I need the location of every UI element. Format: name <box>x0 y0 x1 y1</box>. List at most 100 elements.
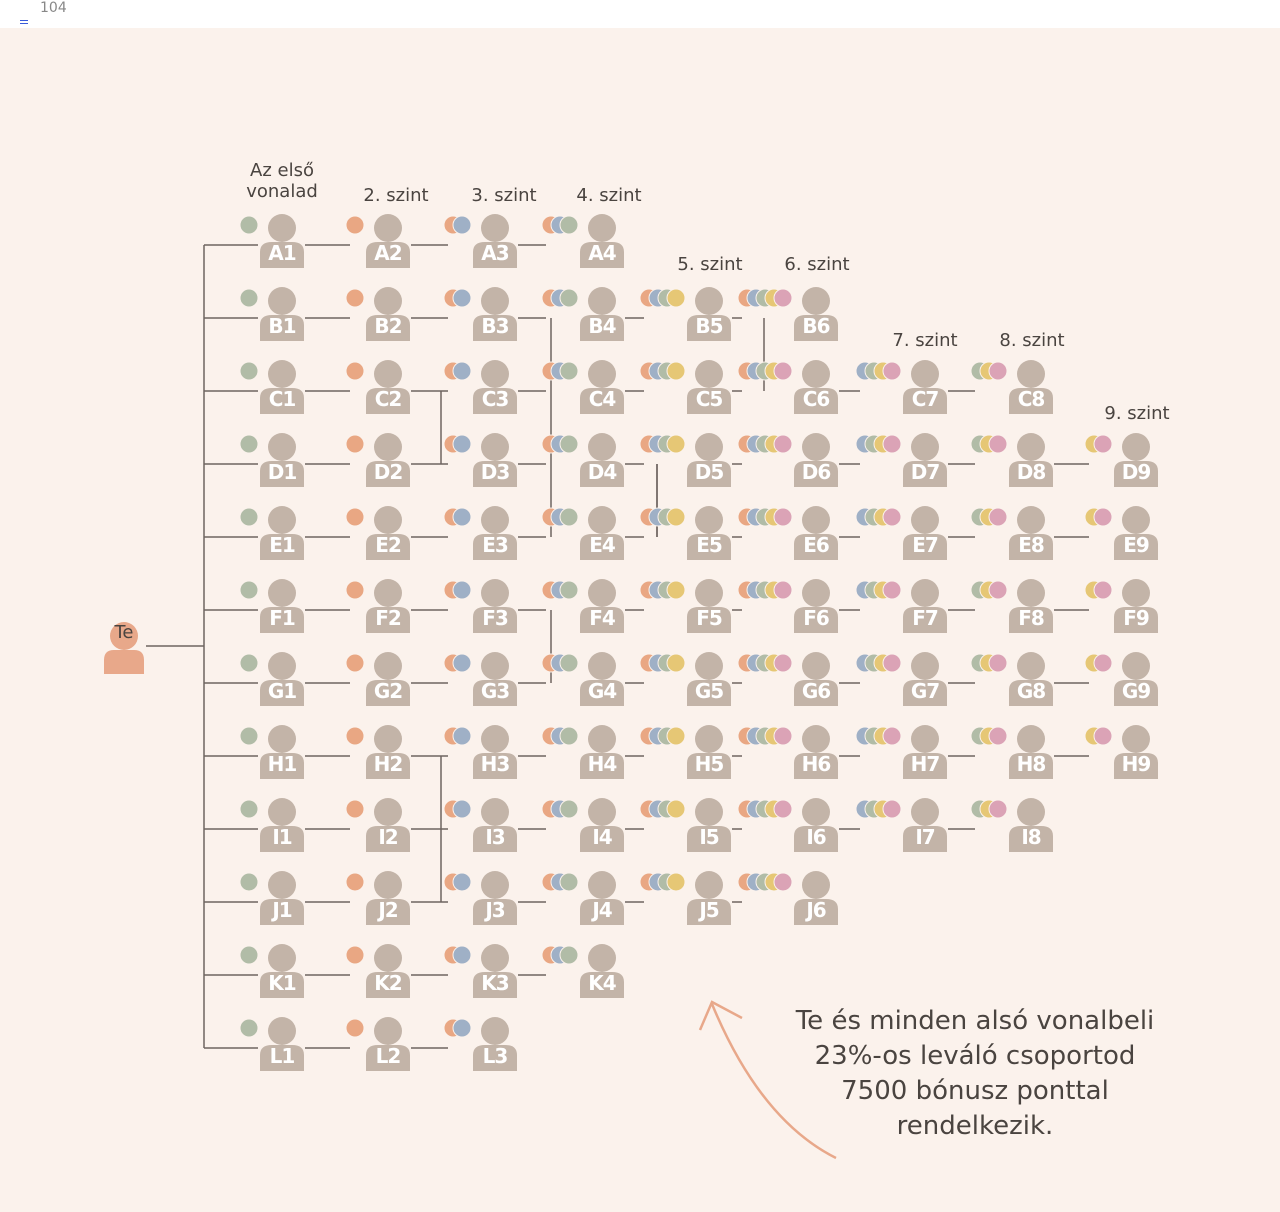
status-dot <box>773 653 793 673</box>
status-dot <box>666 507 686 527</box>
status-dot <box>559 799 579 819</box>
status-dot <box>452 434 472 454</box>
node-label-E6: E6 <box>803 533 830 557</box>
status-dot <box>1093 580 1113 600</box>
node-label-F2: F2 <box>375 606 402 630</box>
person-body <box>1114 680 1158 706</box>
person-head <box>268 652 296 680</box>
node-label-B3: B3 <box>481 314 509 338</box>
person-body <box>580 534 624 560</box>
person-head <box>374 287 402 315</box>
person-head <box>1017 652 1045 680</box>
person-head <box>1017 433 1045 461</box>
person-head <box>695 506 723 534</box>
person-body <box>260 1045 304 1071</box>
person-body <box>580 899 624 925</box>
person-body <box>580 607 624 633</box>
status-dot <box>882 361 902 381</box>
person-body <box>366 753 410 779</box>
node-label-E1: E1 <box>269 533 296 557</box>
node-label-I1: I1 <box>272 825 292 849</box>
person-body <box>903 753 947 779</box>
status-dot <box>988 434 1008 454</box>
status-dot <box>345 215 365 235</box>
status-dot <box>559 507 579 527</box>
node-label-F9: F9 <box>1123 606 1150 630</box>
level-header-text: 4. szint <box>576 185 642 206</box>
person-head <box>802 287 830 315</box>
level-header-text: 2. szint <box>363 185 429 206</box>
level-header-text: 8. szint <box>999 330 1065 351</box>
node-label-C1: C1 <box>268 387 297 411</box>
node-label-H4: H4 <box>587 752 618 776</box>
status-dot <box>345 507 365 527</box>
node-label-G6: G6 <box>801 679 831 703</box>
level-header-8: 8. szint <box>962 330 1102 351</box>
person-body <box>580 315 624 341</box>
person-head <box>374 798 402 826</box>
level-header-text-2: vonalad <box>246 181 318 202</box>
status-dot <box>773 507 793 527</box>
top-bar: 104 <box>0 0 1280 28</box>
level-header-text: Az első <box>250 160 314 181</box>
person-body <box>366 461 410 487</box>
person-body <box>260 242 304 268</box>
node-label-D2: D2 <box>373 460 404 484</box>
status-dot <box>1093 653 1113 673</box>
status-dot <box>239 215 259 235</box>
person-head <box>1122 725 1150 753</box>
person-body <box>1009 680 1053 706</box>
level-header-text: 3. szint <box>471 185 537 206</box>
person-head <box>911 579 939 607</box>
status-dot <box>882 799 902 819</box>
person-head <box>911 433 939 461</box>
node-label-G7: G7 <box>910 679 940 703</box>
status-dot <box>559 945 579 965</box>
status-dot <box>239 580 259 600</box>
note-line-1: Te és minden alsó vonalbeli <box>795 1006 1155 1036</box>
person-body <box>366 826 410 852</box>
node-label-G5: G5 <box>694 679 724 703</box>
person-head <box>588 360 616 388</box>
status-dot <box>345 726 365 746</box>
node-label-H1: H1 <box>267 752 298 776</box>
person-head <box>268 798 296 826</box>
person-head <box>268 871 296 899</box>
node-label-H7: H7 <box>910 752 941 776</box>
person-head <box>802 652 830 680</box>
node-label-C8: C8 <box>1017 387 1046 411</box>
status-dot <box>559 361 579 381</box>
node-label-G9: G9 <box>1121 679 1151 703</box>
level-header-6: 6. szint <box>747 254 887 275</box>
node-label-D3: D3 <box>480 460 511 484</box>
person-body <box>580 972 624 998</box>
person-head <box>588 433 616 461</box>
node-label-C5: C5 <box>695 387 724 411</box>
person-head <box>695 579 723 607</box>
node-label-F6: F6 <box>803 606 830 630</box>
node-label-L2: L2 <box>375 1044 402 1068</box>
node-label-K2: K2 <box>374 971 402 995</box>
person-body <box>260 826 304 852</box>
node-label-D6: D6 <box>801 460 832 484</box>
person-body <box>794 461 838 487</box>
person-body <box>473 388 517 414</box>
node-label-G4: G4 <box>587 679 617 703</box>
person-head <box>268 433 296 461</box>
person-head <box>588 798 616 826</box>
status-dot <box>345 434 365 454</box>
status-dot <box>559 580 579 600</box>
node-label-C7: C7 <box>911 387 940 411</box>
menu-icon[interactable] <box>20 20 28 27</box>
page-number: 104 <box>40 0 67 16</box>
status-dot <box>773 799 793 819</box>
person-head <box>374 1017 402 1045</box>
status-dot <box>452 215 472 235</box>
status-dot <box>345 799 365 819</box>
person-head <box>374 214 402 242</box>
status-dot <box>239 507 259 527</box>
status-dot <box>882 580 902 600</box>
person-head <box>802 506 830 534</box>
person-head <box>1122 652 1150 680</box>
node-label-L3: L3 <box>482 1044 509 1068</box>
